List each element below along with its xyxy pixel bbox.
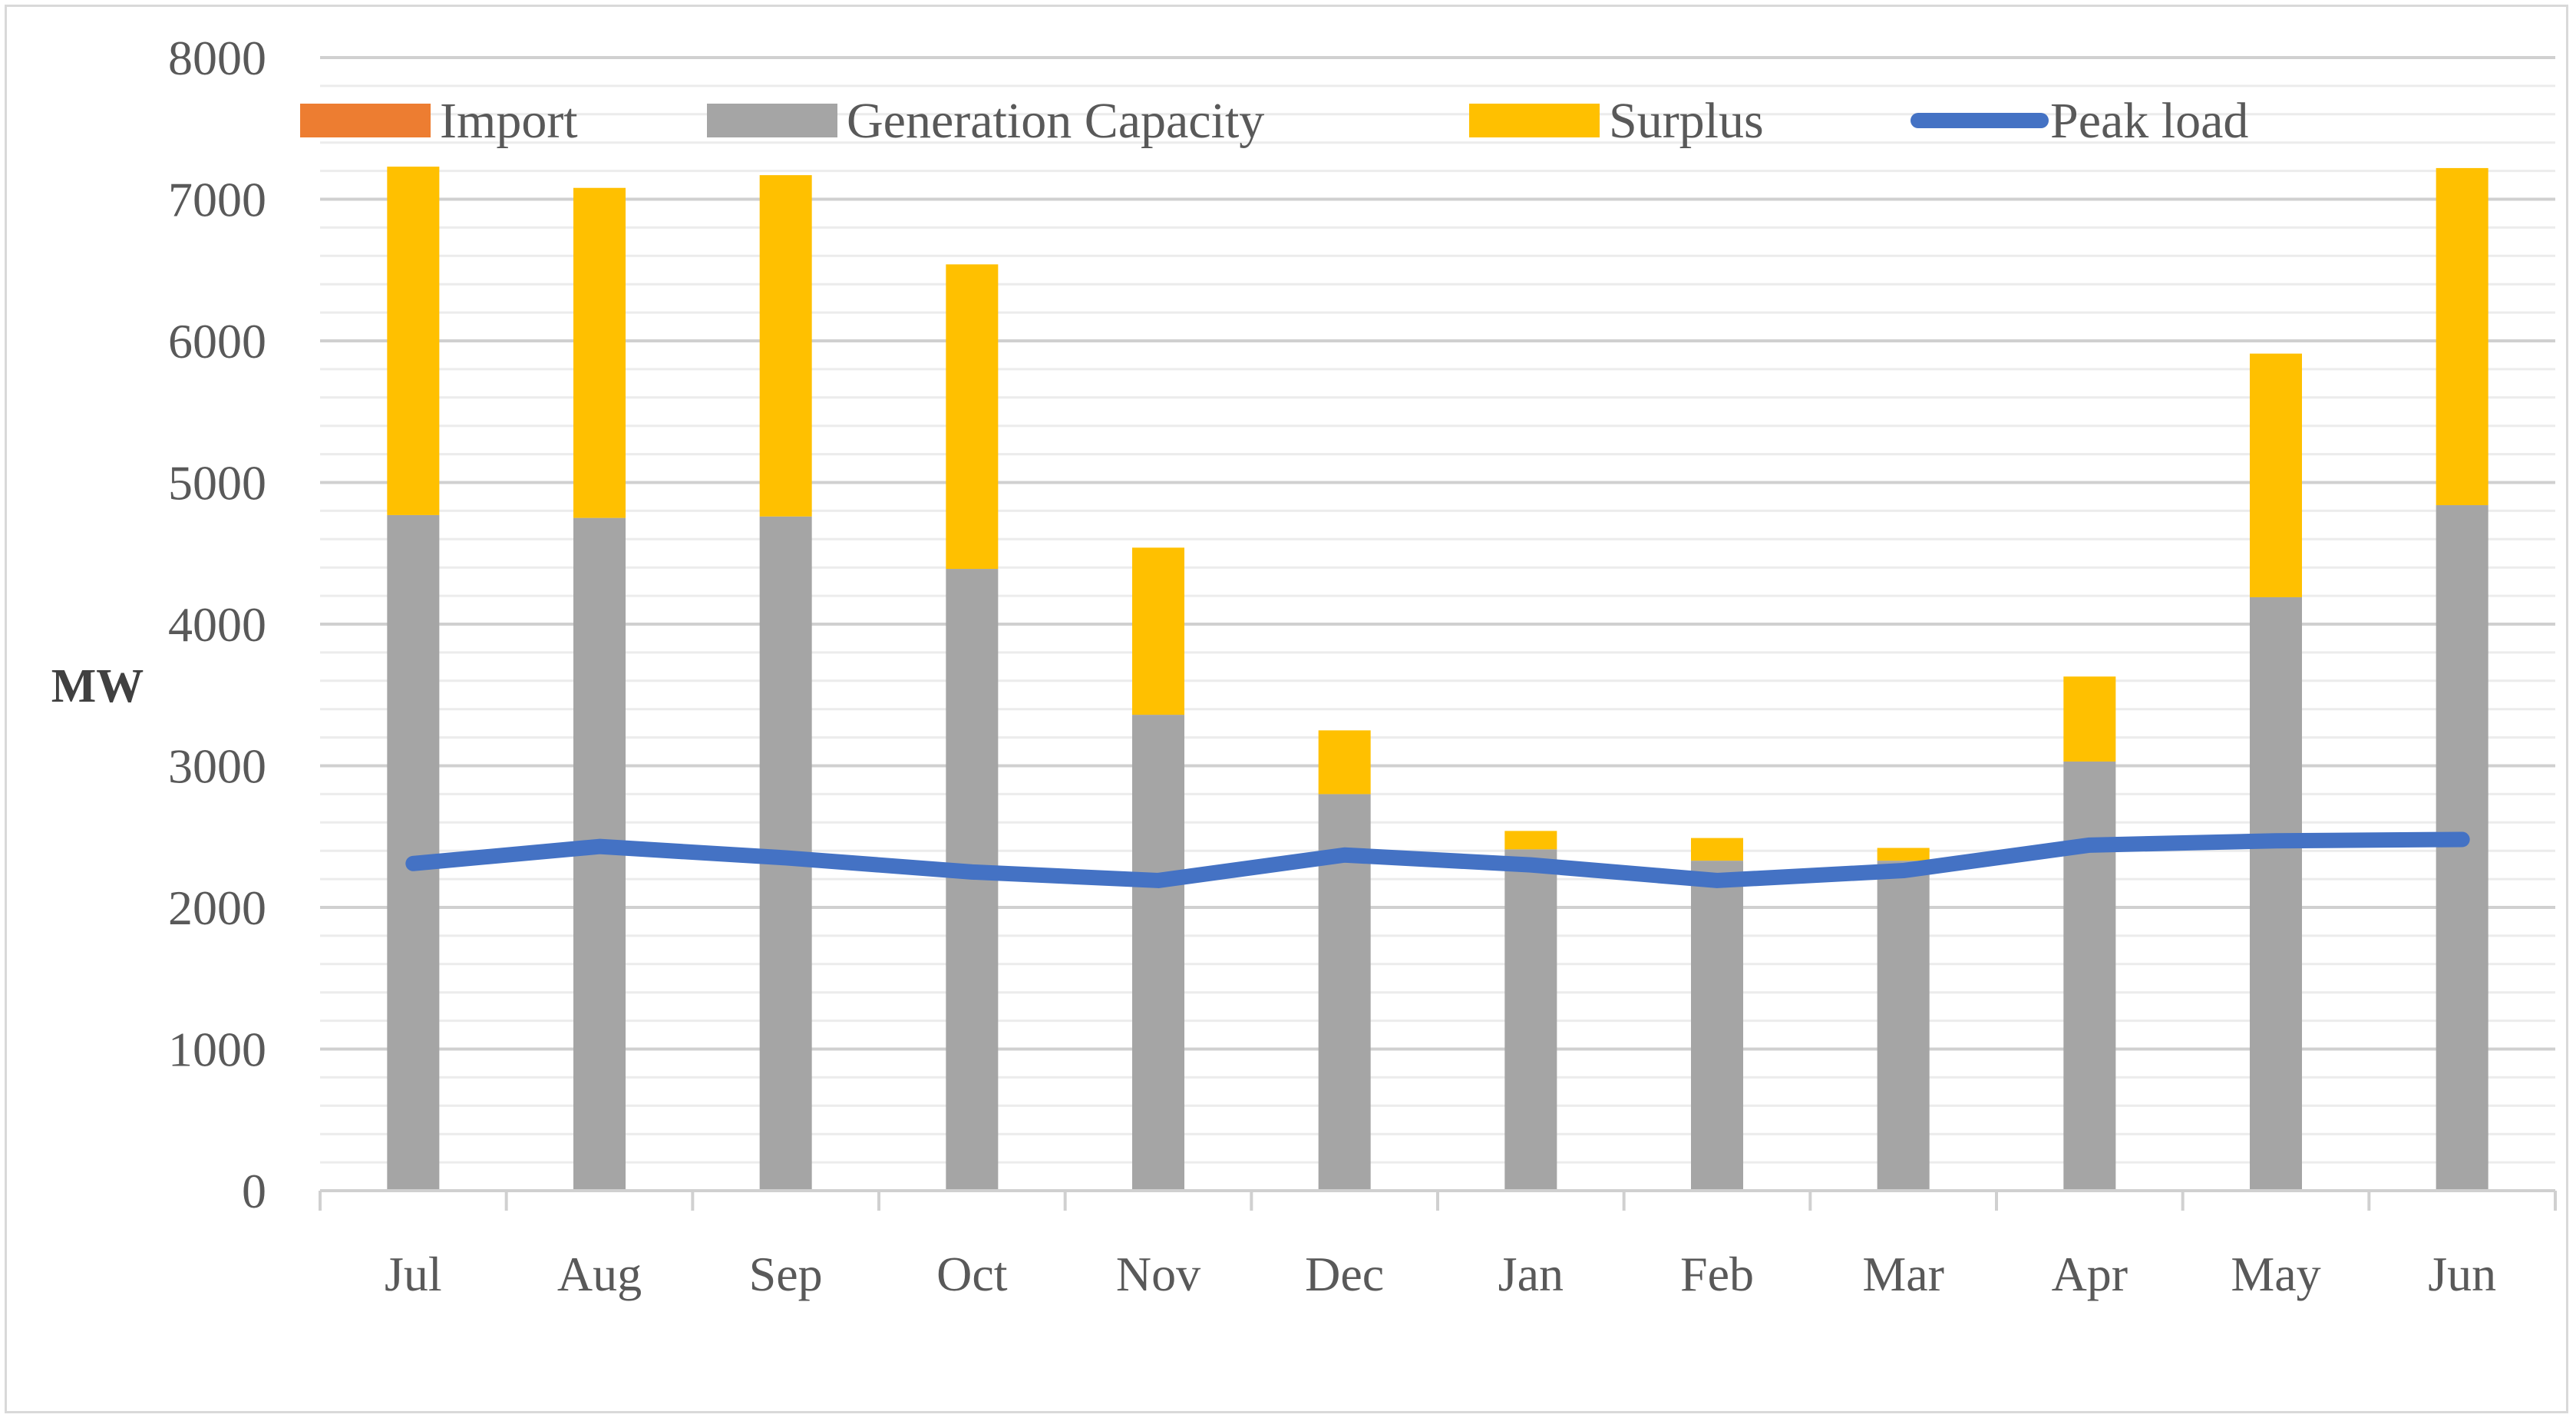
x-category-label: Jun <box>2428 1247 2496 1301</box>
bar-surplus-feb <box>1691 838 1743 861</box>
x-category-label: Mar <box>1862 1247 1944 1301</box>
legend-label-surplus: Surplus <box>1609 93 1764 149</box>
y-tick-label: 7000 <box>168 173 266 227</box>
bar-generation-capacity-apr <box>2063 761 2116 1191</box>
x-category-label: Jul <box>385 1247 442 1301</box>
bar-surplus-mar <box>1877 848 1930 861</box>
bar-surplus-nov <box>1132 547 1184 715</box>
bar-surplus-jan <box>1504 831 1557 850</box>
bar-generation-capacity-jun <box>2436 505 2488 1191</box>
x-category-label: Dec <box>1305 1247 1384 1301</box>
peak-load-line <box>405 831 2470 888</box>
y-tick-labels: 0 1000 2000 3000 4000 5000 6000 7000 8000 <box>168 31 266 1218</box>
y-tick-label: 8000 <box>168 31 266 85</box>
x-category-label: Jan <box>1498 1247 1564 1301</box>
chart: 0 1000 2000 3000 4000 5000 6000 7000 8000 Jul Aug… <box>51 31 2557 1301</box>
x-category-label: Nov <box>1116 1247 1200 1301</box>
y-tick-label: 2000 <box>168 881 266 935</box>
legend-label-generation-capacity: Generation Capacity <box>847 93 1264 149</box>
bars <box>387 167 2488 1191</box>
gridlines <box>320 56 2555 1164</box>
y-tick-label: 5000 <box>168 456 266 511</box>
bar-surplus-dec <box>1318 730 1371 795</box>
y-tick-label: 1000 <box>168 1023 266 1077</box>
x-category-label: Oct <box>936 1247 1008 1301</box>
x-category-label: Sep <box>749 1247 823 1301</box>
y-tick-label: 6000 <box>168 314 266 368</box>
legend-label-import: Import <box>440 93 578 149</box>
bar-surplus-oct <box>946 264 999 570</box>
bar-surplus-apr <box>2063 676 2116 762</box>
peak-load-line-group <box>405 831 2470 888</box>
bar-generation-capacity-nov <box>1132 715 1184 1191</box>
y-tick-label: 3000 <box>168 739 266 794</box>
y-tick-label: 4000 <box>168 597 266 652</box>
axes <box>319 1189 2557 1211</box>
x-category-label: Apr <box>2052 1247 2129 1301</box>
bar-surplus-aug <box>573 187 626 518</box>
bar-surplus-jun <box>2436 167 2488 506</box>
legend-swatch-generation-capacity <box>707 104 837 137</box>
bar-surplus-sep <box>759 175 812 517</box>
bar-surplus-jul <box>387 167 440 515</box>
y-tick-label: 0 <box>242 1164 266 1218</box>
legend: Import Generation Capacity Surplus Peak loa… <box>300 93 2248 149</box>
bar-generation-capacity-jan <box>1504 849 1557 1191</box>
chart-frame: 0 1000 2000 3000 4000 5000 6000 7000 8000 Jul Aug… <box>5 5 2568 1413</box>
x-category-label: Feb <box>1680 1247 1754 1301</box>
legend-label-peak-load: Peak load <box>2050 93 2248 149</box>
bar-generation-capacity-jul <box>387 514 440 1191</box>
bar-generation-capacity-feb <box>1691 861 1743 1191</box>
x-category-labels: Jul Aug Sep Oct Nov Dec Jan Feb Mar Apr May Jun <box>385 1247 2496 1301</box>
bar-generation-capacity-may <box>2250 596 2302 1191</box>
legend-swatch-import <box>300 104 431 137</box>
legend-swatch-surplus <box>1469 104 1600 137</box>
bar-surplus-may <box>2250 353 2302 597</box>
x-category-label: May <box>2231 1247 2320 1301</box>
x-category-label: Aug <box>557 1247 642 1301</box>
y-axis-label: MW <box>51 660 144 712</box>
bar-generation-capacity-mar <box>1877 861 1930 1191</box>
